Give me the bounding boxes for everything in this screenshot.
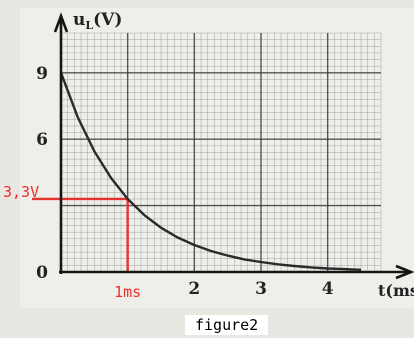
annotation-labels: 3,3V 1ms <box>3 183 141 301</box>
axes <box>53 12 414 280</box>
y-axis-label: uL(V) <box>73 10 122 32</box>
annotation-x-label: 1ms <box>114 283 141 301</box>
axis-labels: uL(V) t(ms <box>73 10 414 300</box>
x-tick-label: 3 <box>255 279 267 299</box>
paper-sheet <box>20 8 414 308</box>
annotation-y-label: 3,3V <box>3 183 39 201</box>
series-line <box>59 72 362 271</box>
y-tick-label: 9 <box>36 64 48 84</box>
caption-text: figure2 <box>195 316 259 334</box>
x-tick-label: 2 <box>188 279 200 299</box>
x-axis-arrow <box>395 264 414 280</box>
x-tick-label: 4 <box>322 279 334 299</box>
tick-labels: 2 3 4 0 6 9 <box>36 64 334 299</box>
figure-caption: figure2 <box>185 315 269 335</box>
y-tick-label: 6 <box>36 130 48 150</box>
x-axis-label: t(ms <box>378 281 414 300</box>
y-tick-label: 0 <box>36 263 48 283</box>
annotation-lines <box>32 197 129 272</box>
y-axis-arrow <box>53 12 69 33</box>
